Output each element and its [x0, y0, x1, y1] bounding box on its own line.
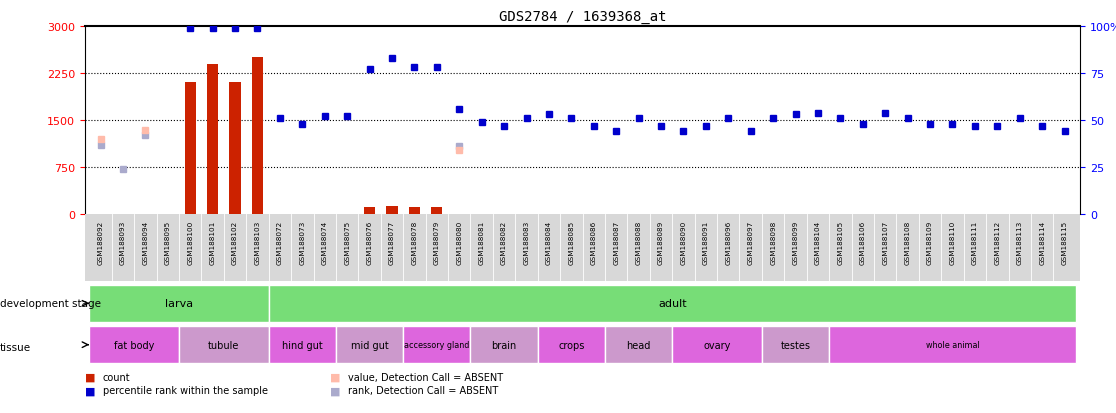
- Text: rank, Detection Call = ABSENT: rank, Detection Call = ABSENT: [348, 385, 499, 395]
- Bar: [252, 58, 263, 215]
- Text: ■: ■: [330, 372, 340, 382]
- Text: whole animal: whole animal: [925, 340, 980, 349]
- Bar: [269, 285, 1076, 322]
- Text: hind gut: hind gut: [282, 340, 323, 350]
- Text: GSM188081: GSM188081: [479, 220, 484, 264]
- Text: GSM188104: GSM188104: [815, 220, 821, 264]
- Bar: [179, 326, 269, 363]
- Text: testes: testes: [780, 340, 810, 350]
- Text: percentile rank within the sample: percentile rank within the sample: [103, 385, 268, 395]
- Text: GSM188107: GSM188107: [883, 220, 888, 264]
- Text: ■: ■: [330, 385, 340, 395]
- Text: crops: crops: [558, 340, 585, 350]
- Bar: [538, 326, 605, 363]
- Text: GSM188106: GSM188106: [859, 220, 866, 264]
- Text: tissue: tissue: [0, 342, 31, 352]
- Text: GSM188111: GSM188111: [972, 220, 978, 264]
- Text: GSM188084: GSM188084: [546, 220, 552, 264]
- Text: GSM188105: GSM188105: [837, 220, 844, 264]
- Text: GSM188098: GSM188098: [770, 220, 776, 264]
- Title: GDS2784 / 1639368_at: GDS2784 / 1639368_at: [499, 10, 666, 24]
- Text: GSM188094: GSM188094: [143, 220, 148, 264]
- Text: GSM188093: GSM188093: [119, 220, 126, 264]
- Text: GSM188096: GSM188096: [725, 220, 731, 264]
- Text: GSM188086: GSM188086: [590, 220, 597, 264]
- Text: GSM188090: GSM188090: [681, 220, 686, 264]
- Text: GSM188089: GSM188089: [658, 220, 664, 264]
- Text: GSM188102: GSM188102: [232, 220, 238, 264]
- Text: development stage: development stage: [0, 299, 102, 309]
- Text: GSM188074: GSM188074: [321, 220, 328, 264]
- Text: GSM188087: GSM188087: [613, 220, 619, 264]
- Text: GSM188076: GSM188076: [366, 220, 373, 264]
- Text: tubule: tubule: [209, 340, 240, 350]
- Bar: [206, 64, 219, 215]
- Text: GSM188101: GSM188101: [210, 220, 215, 264]
- Bar: [364, 208, 375, 215]
- Text: brain: brain: [491, 340, 517, 350]
- Bar: [89, 326, 179, 363]
- Bar: [386, 206, 397, 215]
- Bar: [89, 285, 269, 322]
- Text: count: count: [103, 372, 131, 382]
- Text: GSM188109: GSM188109: [927, 220, 933, 264]
- Text: GSM188115: GSM188115: [1061, 220, 1068, 264]
- Text: GSM188080: GSM188080: [456, 220, 462, 264]
- Text: GSM188108: GSM188108: [905, 220, 911, 264]
- Text: GSM188079: GSM188079: [434, 220, 440, 264]
- Text: ■: ■: [85, 385, 95, 395]
- Text: GSM188103: GSM188103: [254, 220, 260, 264]
- Text: GSM188077: GSM188077: [389, 220, 395, 264]
- Text: GSM188114: GSM188114: [1039, 220, 1046, 264]
- Text: GSM188075: GSM188075: [344, 220, 350, 264]
- Bar: [829, 326, 1076, 363]
- Text: GSM188091: GSM188091: [703, 220, 709, 264]
- Text: GSM188083: GSM188083: [523, 220, 529, 264]
- Bar: [230, 83, 241, 215]
- Bar: [431, 208, 442, 215]
- Text: GSM188095: GSM188095: [165, 220, 171, 264]
- Text: mid gut: mid gut: [350, 340, 388, 350]
- Bar: [605, 326, 672, 363]
- Text: GSM188100: GSM188100: [187, 220, 193, 264]
- Text: GSM188099: GSM188099: [792, 220, 799, 264]
- Text: head: head: [626, 340, 651, 350]
- Text: GSM188110: GSM188110: [950, 220, 955, 264]
- Text: GSM188088: GSM188088: [636, 220, 642, 264]
- Text: GSM188112: GSM188112: [994, 220, 1000, 264]
- Bar: [408, 208, 420, 215]
- Text: ■: ■: [85, 372, 95, 382]
- Bar: [403, 326, 471, 363]
- Text: GSM188078: GSM188078: [412, 220, 417, 264]
- Text: fat body: fat body: [114, 340, 154, 350]
- Text: value, Detection Call = ABSENT: value, Detection Call = ABSENT: [348, 372, 503, 382]
- Text: GSM188092: GSM188092: [97, 220, 104, 264]
- Text: GSM188073: GSM188073: [299, 220, 306, 264]
- Text: adult: adult: [658, 299, 686, 309]
- Text: GSM188113: GSM188113: [1017, 220, 1022, 264]
- Bar: [269, 326, 336, 363]
- Bar: [762, 326, 829, 363]
- Text: GSM188082: GSM188082: [501, 220, 507, 264]
- Bar: [471, 326, 538, 363]
- Bar: [184, 83, 195, 215]
- Text: larva: larva: [165, 299, 193, 309]
- Bar: [672, 326, 762, 363]
- Text: ovary: ovary: [703, 340, 731, 350]
- Text: accessory gland: accessory gland: [404, 340, 470, 349]
- Bar: [336, 326, 403, 363]
- Text: GSM188072: GSM188072: [277, 220, 282, 264]
- Text: GSM188097: GSM188097: [748, 220, 753, 264]
- Text: GSM188085: GSM188085: [568, 220, 575, 264]
